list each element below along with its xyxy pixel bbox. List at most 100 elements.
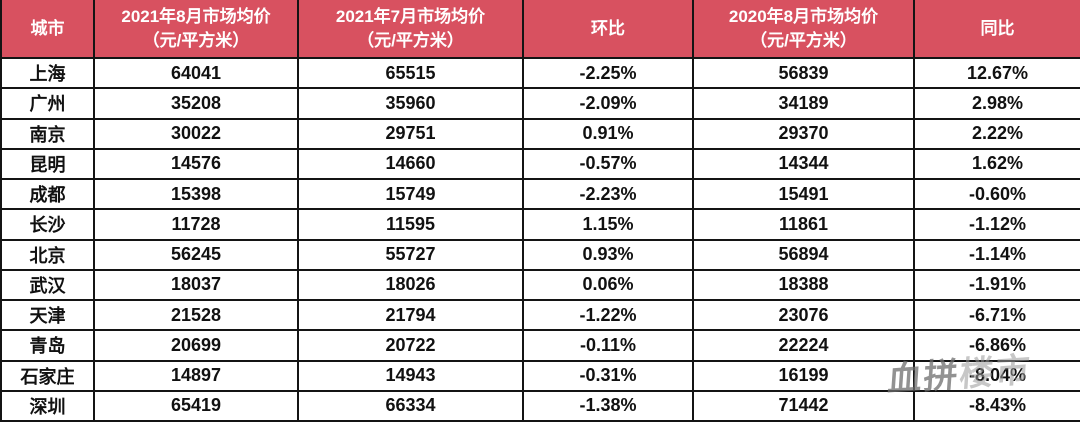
- city-cell: 广州: [0, 87, 95, 120]
- table-row: 武汉 18037 18026 0.06% 18388 -1.91%: [0, 268, 1080, 302]
- value-cell: 14943: [297, 359, 524, 392]
- value-cell: 56245: [93, 238, 299, 271]
- header-row: 城市 2021年8月市场均价 （元/平方米） 2021年7月市场均价 （元/平方…: [0, 0, 1080, 59]
- table-row: 广州 35208 35960 -2.09% 34189 2.98%: [0, 87, 1080, 120]
- table-header: 城市 2021年8月市场均价 （元/平方米） 2021年7月市场均价 （元/平方…: [0, 0, 1080, 59]
- table-row: 上海 64041 65515 -2.25% 56839 12.67%: [0, 56, 1080, 90]
- value-cell: 71442: [692, 389, 915, 422]
- col-header-subtitle: （元/平方米）: [357, 30, 464, 50]
- value-cell: 15749: [297, 177, 524, 211]
- col-header-yoy: 同比: [913, 0, 1080, 59]
- value-cell: 14660: [297, 147, 524, 181]
- value-cell: 2.22%: [913, 117, 1080, 150]
- value-cell: -6.86%: [913, 329, 1080, 362]
- value-cell: -0.57%: [522, 147, 694, 181]
- city-cell: 北京: [0, 238, 95, 271]
- table-row: 南京 30022 29751 0.91% 29370 2.22%: [0, 117, 1080, 150]
- value-cell: 18026: [297, 268, 524, 302]
- value-cell: 1.62%: [913, 147, 1080, 181]
- value-cell: -0.11%: [522, 329, 694, 362]
- value-cell: 29370: [692, 117, 915, 150]
- value-cell: -2.09%: [522, 87, 694, 120]
- col-header-aug-2020: 2020年8月市场均价 （元/平方米）: [692, 0, 915, 59]
- city-cell: 石家庄: [0, 359, 95, 392]
- table-row: 青岛 20699 20722 -0.11% 22224 -6.86%: [0, 329, 1080, 362]
- city-cell: 昆明: [0, 147, 95, 181]
- value-cell: 2.98%: [913, 87, 1080, 120]
- value-cell: -1.14%: [913, 238, 1080, 271]
- table-row: 深圳 65419 66334 -1.38% 71442 -8.43%: [0, 389, 1080, 422]
- value-cell: 16199: [692, 359, 915, 392]
- value-cell: 0.93%: [522, 238, 694, 271]
- value-cell: 56839: [692, 56, 915, 90]
- value-cell: 0.91%: [522, 117, 694, 150]
- value-cell: 66334: [297, 389, 524, 422]
- value-cell: 56894: [692, 238, 915, 271]
- value-cell: 11728: [93, 208, 299, 241]
- col-header-subtitle: （元/平方米）: [142, 30, 250, 50]
- city-cell: 南京: [0, 117, 95, 150]
- value-cell: 0.06%: [522, 268, 694, 302]
- value-cell: 12.67%: [913, 56, 1080, 90]
- value-cell: 14344: [692, 147, 915, 181]
- value-cell: 34189: [692, 87, 915, 120]
- col-header-aug-2021: 2021年8月市场均价 （元/平方米）: [93, 0, 299, 59]
- value-cell: 22224: [692, 329, 915, 362]
- value-cell: -0.31%: [522, 359, 694, 392]
- city-cell: 成都: [0, 177, 95, 211]
- table-row: 石家庄 14897 14943 -0.31% 16199 -8.04%: [0, 359, 1080, 392]
- value-cell: 21794: [297, 298, 524, 332]
- value-cell: 23076: [692, 298, 915, 332]
- value-cell: 35208: [93, 87, 299, 120]
- city-cell: 青岛: [0, 329, 95, 362]
- table-row: 北京 56245 55727 0.93% 56894 -1.14%: [0, 238, 1080, 271]
- col-header-city: 城市: [0, 0, 95, 59]
- value-cell: 29751: [297, 117, 524, 150]
- table-row: 成都 15398 15749 -2.23% 15491 -0.60%: [0, 177, 1080, 211]
- value-cell: 65515: [297, 56, 524, 90]
- col-header-title: 2020年8月市场均价: [728, 6, 879, 26]
- city-cell: 武汉: [0, 268, 95, 302]
- value-cell: 30022: [93, 117, 299, 150]
- col-header-title: 2021年7月市场均价: [335, 6, 486, 26]
- value-cell: 64041: [93, 56, 299, 90]
- table-row: 长沙 11728 11595 1.15% 11861 -1.12%: [0, 208, 1080, 241]
- col-header-title: 环比: [591, 18, 625, 38]
- col-header-title: 城市: [30, 18, 65, 38]
- city-cell: 长沙: [0, 208, 95, 241]
- value-cell: 65419: [93, 389, 299, 422]
- value-cell: -1.38%: [522, 389, 694, 422]
- value-cell: 14576: [93, 147, 299, 181]
- col-header-subtitle: （元/平方米）: [750, 30, 857, 50]
- value-cell: -2.23%: [522, 177, 694, 211]
- value-cell: 21528: [93, 298, 299, 332]
- value-cell: 35960: [297, 87, 524, 120]
- value-cell: -2.25%: [522, 56, 694, 90]
- city-cell: 上海: [0, 56, 95, 90]
- value-cell: -6.71%: [913, 298, 1080, 332]
- col-header-title: 2021年8月市场均价: [121, 6, 271, 26]
- value-cell: 15398: [93, 177, 299, 211]
- value-cell: -8.04%: [913, 359, 1080, 392]
- value-cell: 18388: [692, 268, 915, 302]
- value-cell: -1.12%: [913, 208, 1080, 241]
- value-cell: -8.43%: [913, 389, 1080, 422]
- value-cell: 15491: [692, 177, 915, 211]
- col-header-title: 同比: [980, 18, 1015, 38]
- value-cell: 18037: [93, 268, 299, 302]
- value-cell: 14897: [93, 359, 299, 392]
- value-cell: 55727: [297, 238, 524, 271]
- value-cell: -1.91%: [913, 268, 1080, 302]
- value-cell: 20699: [93, 329, 299, 362]
- value-cell: -0.60%: [913, 177, 1080, 211]
- col-header-jul-2021: 2021年7月市场均价 （元/平方米）: [297, 0, 524, 59]
- value-cell: 11595: [297, 208, 524, 241]
- table-row: 天津 21528 21794 -1.22% 23076 -6.71%: [0, 298, 1080, 332]
- value-cell: -1.22%: [522, 298, 694, 332]
- table-row: 昆明 14576 14660 -0.57% 14344 1.62%: [0, 147, 1080, 181]
- col-header-mom: 环比: [522, 0, 694, 59]
- city-cell: 天津: [0, 298, 95, 332]
- table-body: 上海 64041 65515 -2.25% 56839 12.67% 广州 35208 3596…: [0, 56, 1080, 422]
